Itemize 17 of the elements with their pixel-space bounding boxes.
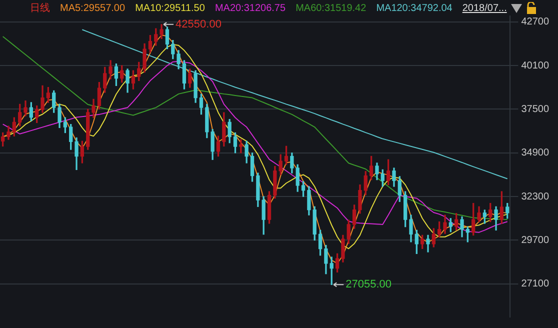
- text: MA5:29557.00: [60, 2, 126, 14]
- y-tick-label: 37500: [521, 104, 550, 115]
- text: MA10:29511.50: [135, 2, 205, 14]
- text: 2018/07...: [462, 2, 507, 14]
- y-tick-label: 40100: [521, 60, 550, 72]
- text: MA20:31206.75: [214, 2, 286, 14]
- annotation: 42550.00: [176, 18, 222, 30]
- annotation: 27055.00: [346, 278, 392, 291]
- y-tick-label: 29700: [521, 234, 550, 246]
- candlestick: [239, 139, 243, 154]
- chart-title: 日线: [30, 2, 50, 15]
- y-tick-label: 34900: [521, 148, 550, 159]
- text: MA60:31519.42: [296, 2, 366, 14]
- text: MA120:34792.04: [376, 2, 452, 14]
- y-tick-label: 32300: [521, 191, 550, 202]
- y-tick-label: 27100: [521, 278, 550, 290]
- y-tick-label: 42700: [521, 16, 550, 28]
